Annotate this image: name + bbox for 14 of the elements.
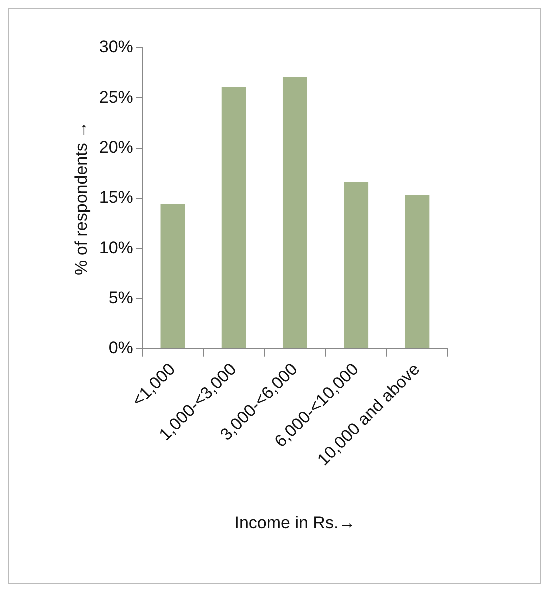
y-tick-label: 0% bbox=[108, 338, 134, 358]
bar bbox=[405, 195, 430, 348]
y-tick-label: 30% bbox=[99, 38, 134, 57]
x-axis-title: Income in Rs.→ bbox=[234, 513, 356, 532]
bar bbox=[282, 77, 308, 348]
y-tick-label: 5% bbox=[108, 288, 134, 308]
y-tick-label: 20% bbox=[99, 138, 134, 157]
bar bbox=[160, 204, 186, 348]
y-axis-title: % of respondents → bbox=[72, 121, 91, 276]
y-tick-label: 15% bbox=[99, 188, 134, 208]
bar bbox=[222, 87, 246, 348]
bar bbox=[344, 182, 369, 348]
y-tick-label: 10% bbox=[99, 238, 134, 258]
y-tick-label: 25% bbox=[99, 88, 134, 107]
